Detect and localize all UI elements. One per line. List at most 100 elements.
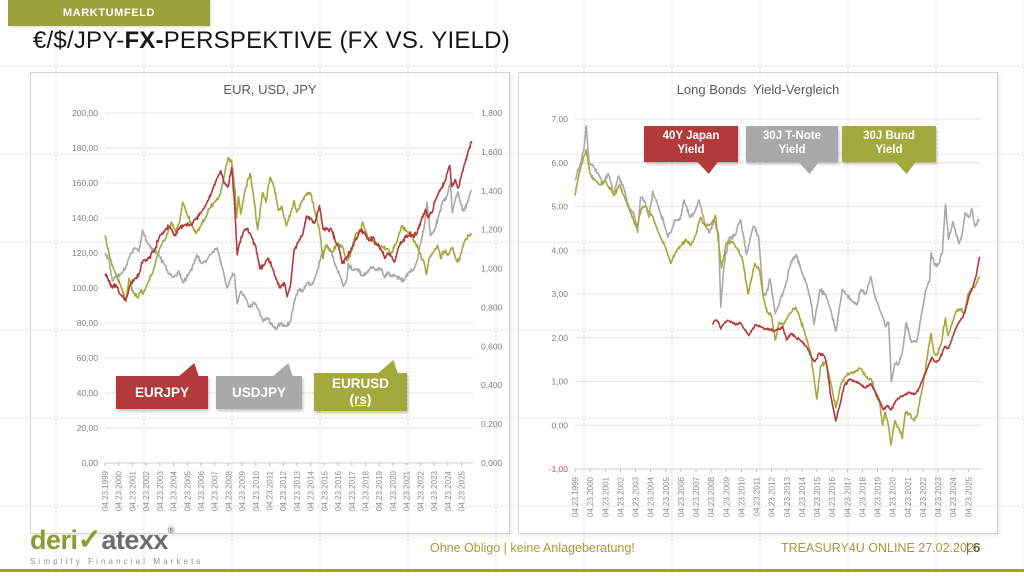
legend-callout-label: (rs) (349, 392, 372, 407)
title-segment: €/$/JPY- (33, 27, 125, 54)
y-axis-tick-label: 100,00 (72, 283, 98, 293)
x-axis-tick-label: 04.23.2024 (949, 476, 958, 517)
derivatexx-logo: deri✓atexx® Simplify Financial Markets (30, 526, 204, 567)
x-axis-tick-label: 04.23.2025 (457, 470, 466, 511)
logo-checkmark-icon: ✓ (77, 524, 102, 556)
series-line-eurusd-rs- (104, 156, 472, 303)
y-axis-tick-label: 80,00 (77, 318, 99, 328)
y-axis-tick-label: 7,00 (551, 114, 568, 124)
y-axis-tick-label: -1,00 (549, 464, 569, 474)
legend-callout-label: 30J T-Note (762, 130, 822, 143)
x-axis-tick-label: 04.23.2025 (964, 476, 973, 517)
x-axis-tick-label: 04.23.2006 (677, 476, 686, 517)
x-axis-tick-label: 04.23.2014 (307, 470, 316, 511)
legend-callout-eurjpy: EURJPY (116, 363, 208, 409)
y-axis-right-tick-label: 0,000 (481, 458, 503, 468)
x-axis-tick-label: 04.23.2017 (348, 470, 357, 511)
x-axis-tick-label: 04.23.2022 (416, 470, 425, 511)
x-axis-tick-label: 04.23.2011 (753, 476, 762, 516)
x-axis-tick-label: 04.23.2013 (293, 470, 302, 511)
yield-chart-panel: Long Bonds Yield-Vergleich 7,00 6,00 5,00 4… (518, 72, 998, 534)
x-axis-tick-label: 04.23.2021 (904, 476, 913, 517)
y-axis-tick-label: 140,00 (72, 213, 98, 223)
y-axis-tick-label: 160,00 (72, 178, 98, 188)
x-axis-tick-label: 04.23.2021 (403, 470, 412, 511)
x-axis-tick-label: 04.23.2010 (737, 476, 746, 517)
fx-chart-canvas: 200,00 180,00 160,00 140,00 120,00 100,00 80,0… (72, 108, 503, 511)
x-axis-tick-label: 04.23.2017 (843, 476, 852, 517)
x-axis-tick-label: 04.23.2018 (362, 470, 371, 511)
legend-callout-label: Yield (677, 144, 705, 156)
footer-session-label: TREASURY4U ONLINE 27.02.2026 (781, 541, 981, 555)
x-axis-tick-label: 04.23.2000 (115, 470, 124, 511)
y-axis-tick-label: 0,00 (551, 420, 568, 430)
x-axis-tick-label: 04.23.2023 (430, 470, 439, 511)
x-axis-tick-label: 04.23.2008 (707, 476, 716, 517)
footer-page-number: | 6 (966, 541, 980, 555)
x-axis-tick-label: 04.23.2024 (444, 470, 453, 511)
y-axis-tick-label: 1,00 (551, 377, 568, 387)
x-axis-tick-label: 04.23.2008 (224, 470, 233, 511)
y-axis-tick-label: 6,00 (551, 158, 568, 168)
x-axis-tick-label: 04.23.2003 (156, 470, 165, 511)
y-axis-right-tick-label: 1,000 (481, 264, 503, 274)
x-axis-tick-label: 04.23.2009 (238, 470, 247, 511)
page-title: €/$/JPY-FX-PERSPEKTIVE (FX VS. YIELD) (33, 27, 510, 55)
x-axis-tick-label: 04.23.2004 (647, 476, 656, 517)
logo-registered-mark: ® (167, 525, 175, 535)
footer-disclaimer: Ohne Obligo | keine Anlageberatung! (430, 541, 635, 555)
series-line-usdjpy (104, 182, 473, 331)
legend-callout-label: Yield (875, 144, 903, 156)
logo-suffix: atexx (101, 525, 168, 555)
x-axis-tick-label: 04.23.2003 (632, 476, 641, 517)
x-axis-tick-label: 04.23.2022 (919, 476, 928, 517)
y-axis-right-tick-label: 0,400 (481, 380, 503, 390)
y-axis-right-tick-label: 1,600 (481, 147, 503, 157)
x-axis-tick-label: 04.23.2001 (601, 476, 610, 517)
marktumfeld-badge: MARKTUMFELD (8, 0, 210, 26)
x-axis-tick-label: 04.23.1999 (101, 470, 110, 511)
x-axis-tick-label: 04.23.2002 (142, 470, 151, 511)
x-axis-tick-label: 04.23.2023 (934, 476, 943, 517)
legend-callout-label: 30J Bund (863, 130, 915, 143)
legend-callout-label: 40Y Japan (662, 130, 720, 143)
legend-callout-label: USDJPY (231, 384, 287, 400)
legend-callout-usdjpy: USDJPY (216, 363, 302, 409)
x-axis-tick-label: 04.23.2020 (889, 476, 898, 517)
y-axis-right-tick-label: 0,600 (481, 341, 503, 351)
x-axis-tick-label: 04.23.2015 (320, 470, 329, 511)
logo-tagline: Simplify Financial Markets (30, 557, 204, 566)
y-axis-tick-label: 60,00 (77, 353, 99, 363)
fx-chart-title: EUR, USD, JPY (223, 82, 317, 97)
x-axis-tick-label: 04.23.2007 (211, 470, 220, 511)
title-segment: PERSPEKTIVE (FX VS. YIELD) (163, 27, 510, 54)
x-axis-tick-label: 04.23.2005 (183, 470, 192, 511)
legend-callout-label: EURUSD (331, 376, 389, 392)
y-axis-tick-label: 5,00 (551, 202, 568, 212)
x-axis-tick-label: 04.23.2007 (692, 476, 701, 517)
x-axis-tick-label: 04.23.2002 (616, 476, 625, 517)
y-axis-tick-label: 2,00 (551, 333, 568, 343)
legend-callout-40y-japan-yield: 40Y Japan Yield (644, 126, 738, 174)
x-axis-tick-label: 04.23.2016 (828, 476, 837, 517)
x-axis-tick-label: 04.23.2010 (252, 470, 261, 511)
x-axis-tick-label: 04.23.2018 (858, 476, 867, 517)
y-axis-tick-label: 200,00 (72, 108, 98, 118)
legend-callout-label: Yield (778, 144, 806, 156)
x-axis-tick-label: 04.23.2005 (662, 476, 671, 517)
y-axis-right-tick-label: 1,400 (481, 186, 503, 196)
yield-chart-title: Long Bonds Yield-Vergleich (676, 82, 840, 97)
derivatexx-logo-word: deri✓atexx® (30, 526, 204, 555)
y-axis-tick-label: 120,00 (72, 248, 98, 258)
x-axis-tick-label: 04.23.2013 (783, 476, 792, 517)
legend-callout-label: EURJPY (134, 384, 190, 400)
x-axis-tick-label: 04.23.2014 (798, 476, 807, 517)
x-axis-tick-label: 04.23.2015 (813, 476, 822, 517)
y-axis-tick-label: 0,00 (81, 458, 98, 468)
series-line-eurjpy (104, 140, 473, 302)
y-axis-right-tick-label: 0,200 (481, 419, 503, 429)
y-axis-tick-label: 4,00 (551, 245, 568, 255)
y-axis-right-tick-label: 1,800 (481, 108, 503, 118)
y-axis-right-tick-label: 1,200 (481, 225, 503, 235)
